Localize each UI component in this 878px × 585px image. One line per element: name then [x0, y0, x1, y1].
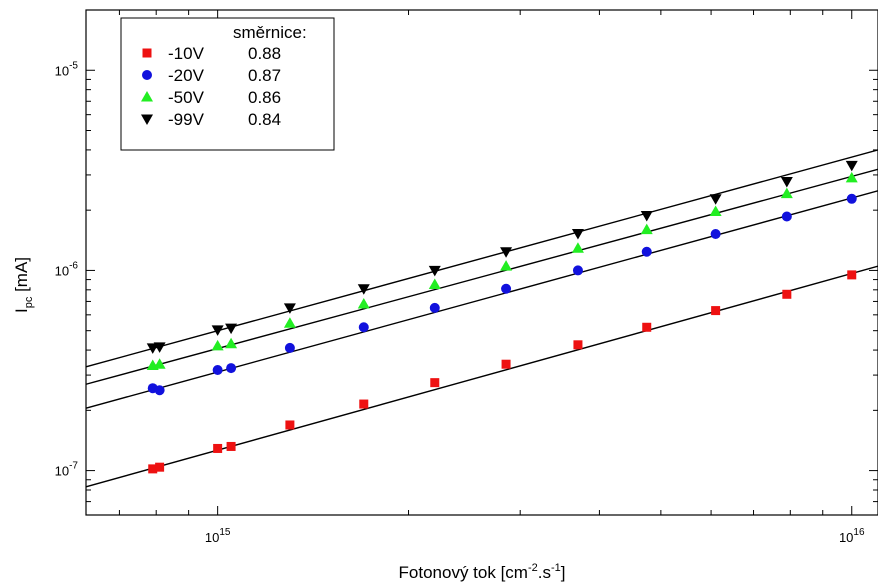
legend-series-name: -99V: [168, 110, 205, 129]
legend-series-name: -20V: [168, 66, 205, 85]
data-point-20Vv: [781, 211, 792, 222]
x-tick-labels: 1015 1016: [205, 527, 865, 545]
data-point-20Vv: [501, 283, 512, 294]
data-point-20Vv: [358, 322, 369, 333]
legend-slope-value: 0.88: [248, 44, 281, 63]
y-tick-label: 10-5: [55, 60, 79, 78]
data-point-20Vv: [572, 265, 583, 276]
ticks-layer: [86, 9, 878, 516]
data-point-10Vv: [226, 441, 236, 451]
data-point-50Vv: [571, 242, 584, 253]
data-point-10Vv: [359, 399, 369, 409]
legend-title: směrnice:: [233, 23, 307, 42]
legend-box: [120, 17, 335, 151]
data-point-10Vv: [782, 289, 792, 299]
legend-series-name: -10V: [168, 44, 205, 63]
data-point-50Vv: [283, 317, 296, 328]
data-point-50Vv: [845, 171, 858, 183]
y-tick-label: 10-6: [55, 260, 79, 278]
data-point-10Vv: [155, 462, 165, 472]
data-point-50Vv: [428, 278, 441, 290]
legend-slope-value: 0.84: [248, 110, 281, 129]
data-point-20Vv: [641, 246, 652, 257]
fit-lines: [85, 149, 878, 488]
data-point-99Vv: [845, 160, 858, 172]
y-tick-label: 10-7: [55, 461, 79, 479]
data-point-50Vv: [500, 260, 513, 271]
data-point-20Vv: [710, 229, 721, 240]
data-point-20Vv: [154, 385, 165, 396]
legend-slope-value: 0.87: [248, 66, 281, 85]
legend-marker-99Vv: [141, 114, 153, 125]
data-point-20Vv: [846, 193, 857, 204]
data-point-20Vv: [284, 342, 295, 353]
x-tick-label: 1016: [839, 527, 865, 545]
data-point-99Vv: [225, 323, 238, 335]
data-point-99Vv: [709, 194, 722, 205]
data-point-50Vv: [225, 337, 238, 349]
plot-frame: [85, 9, 878, 516]
x-axis-title: Fotonový tok [cm-2.s-1]: [399, 562, 566, 582]
data-point-50Vv: [640, 223, 653, 235]
data-point-99Vv: [357, 284, 370, 295]
legend-series-name: -50V: [168, 88, 205, 107]
data-point-10Vv: [501, 359, 511, 369]
data-point-20Vv: [429, 302, 440, 313]
data-point-99Vv: [640, 211, 653, 222]
legend-rows: -10V 0.88 -20V 0.87 -50V 0.86 -99V 0.84: [141, 44, 281, 129]
x-tick-label: 1015: [205, 527, 231, 545]
legend-slope-value: 0.86: [248, 88, 281, 107]
y-axis-title: Ipc [mA]: [12, 257, 35, 313]
data-point-50Vv: [153, 358, 166, 369]
legend: směrnice: -10V 0.88 -20V 0.87 -50V 0.86 -99V 0.…: [120, 17, 335, 151]
data-point-99Vv: [780, 177, 793, 188]
data-point-99Vv: [571, 228, 584, 240]
data-point-20Vv: [212, 365, 223, 376]
y-tick-labels: 10-7 10-6 10-5: [55, 60, 79, 478]
data-point-10Vv: [642, 322, 652, 332]
fit-line-50Vv: [85, 168, 878, 385]
data-point-10Vv: [285, 420, 295, 430]
legend-marker-50Vv: [141, 91, 153, 102]
data-point-99Vv: [500, 247, 513, 258]
data-point-10Vv: [573, 340, 583, 350]
data-point-10Vv: [711, 306, 721, 316]
data-point-99Vv: [211, 325, 224, 336]
data-point-50Vv: [780, 187, 793, 199]
data-point-99Vv: [153, 342, 166, 353]
data-points: [146, 160, 858, 474]
data-point-10Vv: [148, 464, 158, 474]
data-point-50Vv: [211, 339, 224, 351]
data-point-10Vv: [213, 443, 223, 453]
fit-line-99Vv: [85, 149, 878, 368]
legend-marker-10Vv: [142, 48, 152, 58]
data-point-50Vv: [357, 297, 370, 309]
data-point-10Vv: [847, 270, 857, 280]
data-point-99Vv: [283, 303, 296, 314]
data-point-20Vv: [226, 363, 237, 374]
data-point-10Vv: [430, 378, 440, 388]
data-point-99Vv: [428, 265, 441, 277]
legend-marker-20Vv: [142, 70, 152, 80]
data-point-50Vv: [709, 205, 722, 216]
